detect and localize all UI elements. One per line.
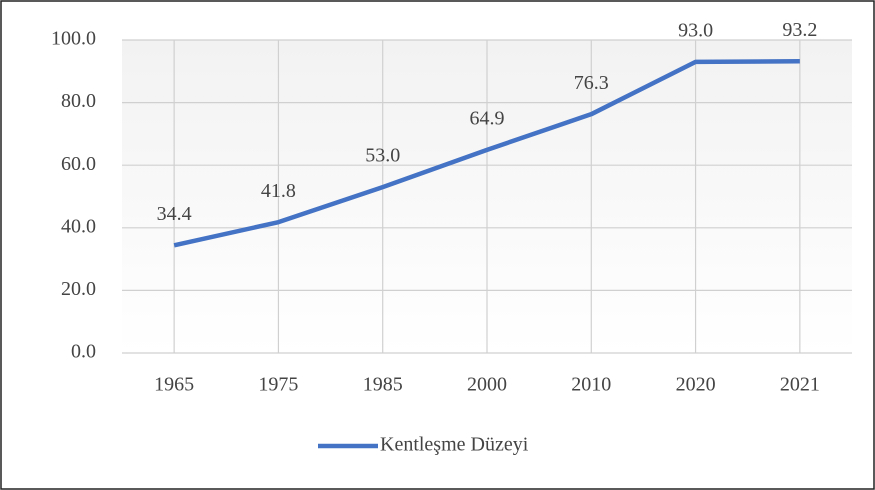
x-tick-label: 2021 — [780, 374, 820, 396]
x-tick-label: 2000 — [467, 374, 507, 396]
y-tick-label: 20.0 — [61, 278, 96, 300]
data-label: 53.0 — [365, 145, 400, 167]
data-label: 93.2 — [782, 19, 817, 41]
data-label: 93.0 — [678, 20, 713, 42]
y-tick-label: 100.0 — [51, 28, 96, 50]
x-tick-label: 2020 — [676, 374, 716, 396]
legend-label: Kentleşme Düzeyi — [380, 434, 529, 456]
x-tick-label: 1985 — [363, 374, 403, 396]
y-tick-label: 60.0 — [61, 153, 96, 175]
y-tick-label: 40.0 — [61, 215, 96, 237]
data-label: 41.8 — [261, 180, 296, 202]
x-tick-label: 2010 — [571, 374, 611, 396]
y-tick-label: 80.0 — [61, 90, 96, 112]
data-label: 76.3 — [574, 72, 609, 94]
line — [173, 59, 800, 248]
data-label: 34.4 — [157, 203, 192, 225]
x-tick-label: 1975 — [258, 374, 298, 396]
x-tick-label: 1965 — [154, 374, 194, 396]
data-label: 64.9 — [470, 107, 505, 129]
y-tick-label: 0.0 — [71, 341, 96, 363]
